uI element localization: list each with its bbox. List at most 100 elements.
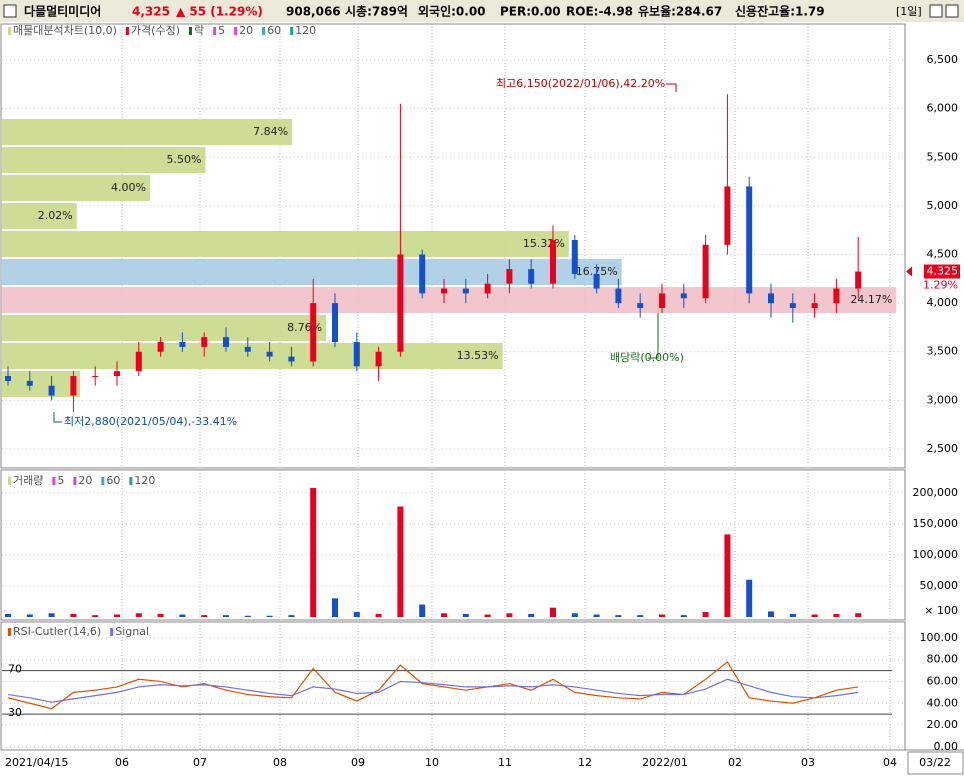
y-tick-label: 2,500 xyxy=(927,442,959,455)
close-button[interactable] xyxy=(945,4,959,18)
legend-swatch xyxy=(234,27,238,35)
candle-body xyxy=(310,303,317,362)
candle-body xyxy=(571,239,578,274)
legend-entry: 20 xyxy=(78,474,92,487)
volume-bar xyxy=(593,614,600,617)
volume-bar xyxy=(768,611,774,617)
candle-body xyxy=(833,288,840,304)
rsi-line xyxy=(7,678,859,703)
candle-body xyxy=(441,288,447,294)
x-tick-label: 12 xyxy=(578,756,592,769)
legend-entry: 5 xyxy=(218,24,225,37)
volume-bar xyxy=(789,613,796,617)
candle-body xyxy=(506,269,513,284)
x-tick-label: 2021/04/15 xyxy=(5,756,68,769)
stat: 신용잔고율:1.79 xyxy=(735,4,825,19)
legend-entry: 락 xyxy=(194,24,204,37)
volume-bar xyxy=(659,614,665,617)
candle-body xyxy=(332,303,338,343)
rsi-line xyxy=(7,660,859,710)
stat: 유보율:284.67 xyxy=(638,5,722,19)
volume-bar xyxy=(135,613,142,617)
volume-profile-bar xyxy=(2,315,327,342)
profile-label: 5.50% xyxy=(167,153,202,166)
y-tick-label: 5,500 xyxy=(927,150,959,163)
stat: PER:0.00 xyxy=(500,5,561,19)
high-annotation: 최고6,150(2022/01/06),42.20% xyxy=(496,77,665,90)
candle-body xyxy=(702,244,709,299)
y-tick-label: 40.00 xyxy=(927,696,959,709)
level-label: 70 xyxy=(8,663,22,676)
candle-body xyxy=(484,283,491,294)
volume-bar xyxy=(833,613,840,617)
volume-bar xyxy=(615,615,622,617)
candle-body xyxy=(201,337,208,347)
candle-body xyxy=(550,239,556,284)
volume-bar xyxy=(441,613,447,617)
candle-body xyxy=(855,271,862,289)
volume-bar xyxy=(201,615,208,617)
legend-entry: 20 xyxy=(239,24,253,37)
volume-bar xyxy=(332,598,338,617)
candle-body xyxy=(157,342,164,352)
volume-bar xyxy=(157,613,164,617)
period[interactable]: [1일] xyxy=(896,4,922,18)
candle-body xyxy=(114,371,120,377)
candle-body xyxy=(811,303,818,308)
volume-unit: × 100 xyxy=(924,604,958,617)
stat: ROE:-4.98 xyxy=(566,5,633,19)
volume-profile-bar xyxy=(2,175,150,202)
y-tick-label: 4,500 xyxy=(927,248,959,261)
maximize-button[interactable] xyxy=(929,4,943,18)
candle-body xyxy=(397,254,404,352)
legend-entry: 120 xyxy=(134,474,155,487)
legend-entry: 매물대분석차트(10,0) xyxy=(13,24,117,37)
volume-bar xyxy=(484,614,491,617)
candle-body xyxy=(789,303,796,308)
stat: 시총:789억 xyxy=(345,4,408,19)
candle-body xyxy=(746,186,753,294)
profile-label: 4.00% xyxy=(111,181,146,194)
volume-bar xyxy=(462,613,469,617)
candle-body xyxy=(244,346,251,352)
legend-swatch xyxy=(290,27,294,35)
volume-bar xyxy=(310,487,317,617)
candle-body xyxy=(680,293,687,299)
y-tick-label: 6,000 xyxy=(927,102,959,115)
volume-bar xyxy=(223,615,229,617)
header-bar xyxy=(0,0,964,22)
y-tick-label: 200,000 xyxy=(913,486,959,499)
checkbox[interactable] xyxy=(3,4,17,18)
y-tick-label: 0.00 xyxy=(934,740,959,753)
x-tick-label: 08 xyxy=(273,756,287,769)
high-arrow xyxy=(666,83,677,92)
x-tick-label: 06 xyxy=(115,756,129,769)
legend-swatch xyxy=(110,628,114,636)
legend-swatch xyxy=(213,27,217,35)
profile-label: 24.17% xyxy=(850,293,892,306)
legend-swatch xyxy=(101,477,105,485)
x-tick-label: 02 xyxy=(728,756,742,769)
volume-bar xyxy=(680,615,687,617)
price-panel xyxy=(0,23,906,469)
x-tick-label: 07 xyxy=(193,756,207,769)
volume-profile-bar xyxy=(2,371,81,398)
change-tag-label: 1.29% xyxy=(923,279,958,292)
volume-bar xyxy=(114,614,120,617)
y-tick-label: 60.00 xyxy=(927,674,959,687)
profile-label: 13.53% xyxy=(457,349,499,362)
volume-bar xyxy=(179,614,186,617)
legend-entry: 5 xyxy=(57,474,64,487)
price-tag xyxy=(924,264,960,279)
legend-swatch xyxy=(125,27,129,35)
candle-body xyxy=(26,380,33,386)
volume-bar xyxy=(397,506,404,617)
profile-label: 8.76% xyxy=(287,321,322,334)
legend-swatch xyxy=(129,477,133,485)
volume-bar xyxy=(48,613,55,617)
legend-entry: 60 xyxy=(267,24,281,37)
y-tick-label: 100,000 xyxy=(913,548,959,561)
volume-bar xyxy=(5,613,11,617)
current-date-box xyxy=(907,751,964,775)
volume-bar xyxy=(353,612,360,617)
